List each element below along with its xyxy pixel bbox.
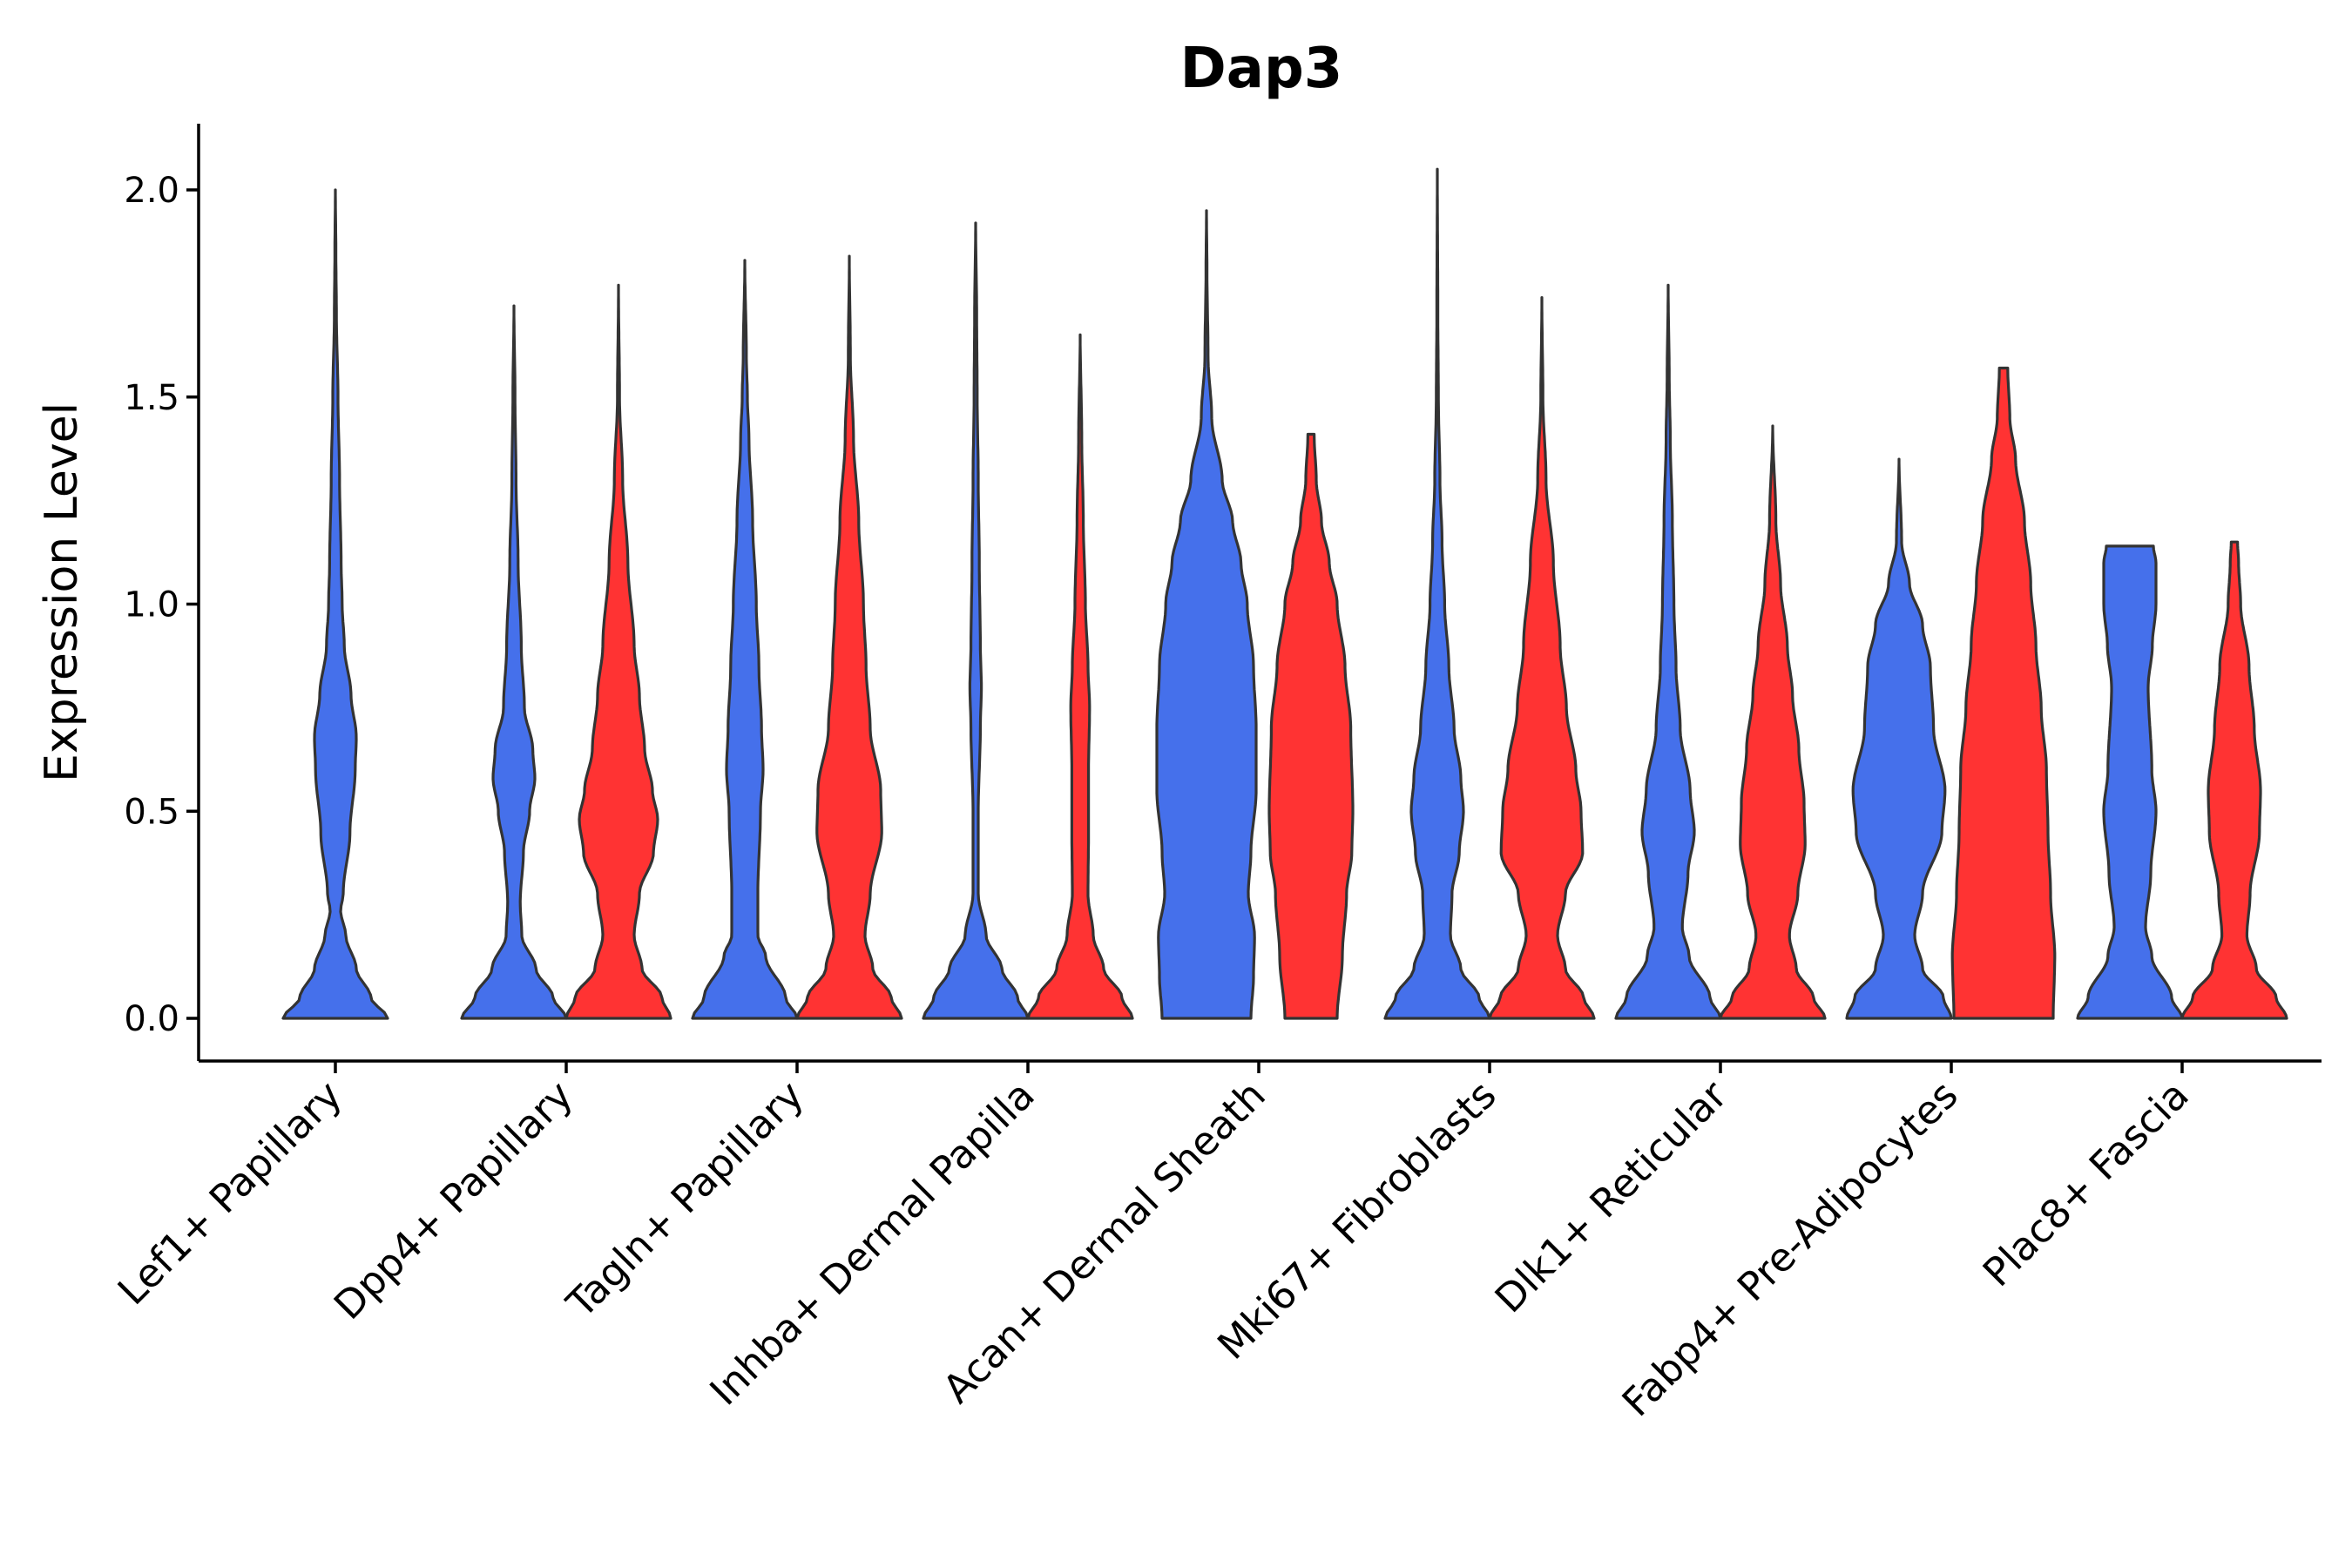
y-axis-label: Expression Level <box>36 402 88 782</box>
violin-dlk1-reticular-group-a <box>1614 283 1722 1020</box>
y-tick-label: 1.5 <box>124 378 179 418</box>
violin-acan-dermal-sheath-group-b <box>1267 432 1355 1020</box>
y-tick-label: 2.0 <box>124 171 179 211</box>
violin-inhba-dermal-papilla-group-b <box>1026 333 1134 1020</box>
violin-plac8-fascia-group-b <box>2180 540 2288 1020</box>
x-tick-label-dpp4-papillary: Dpp4+ Papillary <box>325 1071 582 1328</box>
violin-fabp4-pre-adipocytes-group-b <box>1950 366 2057 1020</box>
violin-lef1-papillary-group-a <box>281 188 389 1020</box>
violin-tagln-papillary-group-a <box>691 259 799 1020</box>
violins-layer <box>281 167 2288 1020</box>
y-tick-label: 1.0 <box>124 585 179 625</box>
violin-plac8-fascia-group-a <box>2076 544 2184 1020</box>
violin-dpp4-papillary-group-a <box>460 304 568 1020</box>
x-tick-label-lef1-papillary: Lef1+ Papillary <box>109 1071 351 1314</box>
y-tick-label: 0.5 <box>124 792 179 832</box>
violin-fabp4-pre-adipocytes-group-a <box>1845 457 1953 1020</box>
violin-mki67-fibroblasts-group-b <box>1488 296 1596 1020</box>
x-tick-label-tagln-papillary: Tagln+ Papillary <box>558 1071 813 1327</box>
violin-mki67-fibroblasts-group-a <box>1383 167 1491 1020</box>
x-tick-label-dlk1-reticular: Dlk1+ Reticular <box>1486 1071 1736 1321</box>
violin-tagln-papillary-group-b <box>795 254 903 1020</box>
violin-dpp4-papillary-group-b <box>564 283 672 1020</box>
x-tick-label-plac8-fascia: Plac8+ Fascia <box>1974 1071 2198 1295</box>
violin-acan-dermal-sheath-group-a <box>1155 209 1258 1020</box>
violin-dlk1-reticular-group-b <box>1719 424 1827 1020</box>
y-tick-label: 0.0 <box>124 999 179 1039</box>
chart-title: Dap3 <box>1180 37 1343 101</box>
violin-inhba-dermal-papilla-group-a <box>922 221 1030 1020</box>
